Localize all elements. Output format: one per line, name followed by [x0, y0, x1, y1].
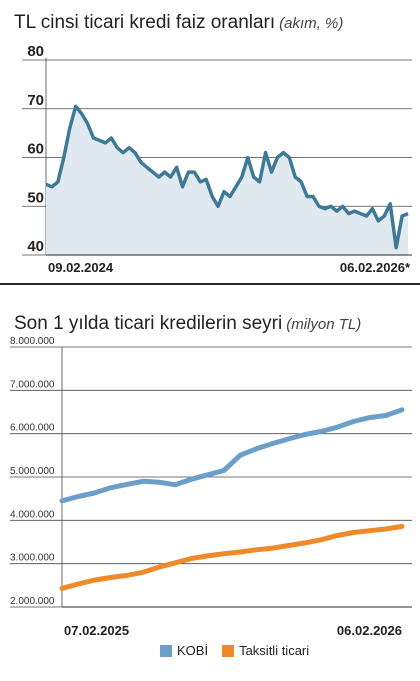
- y-tick-label: 6.000.000: [10, 423, 55, 434]
- y-tick-label: 7.000.000: [10, 379, 55, 390]
- y-tick-label: 40: [27, 238, 44, 255]
- chart2-legend: KOBİ Taksitli ticari: [160, 643, 323, 658]
- x-end-label: 06.02.2026*: [340, 260, 411, 275]
- y-tick-label: 4.000.000: [10, 509, 55, 520]
- x-start-label: 09.02.2024: [48, 260, 114, 275]
- legend-swatch-taksitli: [222, 644, 235, 657]
- y-tick-label: 8.000.000: [10, 336, 55, 347]
- legend-item-kobi: KOBİ: [160, 643, 208, 658]
- chart2-plot: 8.000.000 7.000.000 6.000.000 5.000.000 4.00…: [10, 336, 412, 638]
- x-start-label: 07.02.2025: [64, 623, 129, 638]
- legend-item-taksitli: Taksitli ticari: [222, 643, 309, 658]
- section-divider: [0, 283, 420, 285]
- rate-area: [46, 106, 408, 255]
- chart1-title: TL cinsi ticari kredi faiz oranları (akım…: [14, 12, 344, 33]
- legend-swatch-kobi: [160, 644, 172, 657]
- y-tick-label: 80: [27, 43, 44, 60]
- rate-line: [45, 104, 409, 250]
- kobi-line: [59, 407, 405, 504]
- chart2-title: Son 1 yılda ticari kredilerin seyri (mily…: [14, 313, 362, 334]
- x-end-label: 06.02.2026: [337, 623, 402, 638]
- y-tick-label: 5.000.000: [10, 466, 55, 477]
- taksitli-line: [59, 523, 405, 591]
- y-tick-label: 50: [27, 189, 44, 206]
- y-tick-label: 60: [27, 141, 44, 158]
- chart1-plot: 80 70 60 50 40 09.02.2024 06.02.2026*: [22, 43, 412, 275]
- y-tick-label: 2.000.000: [10, 596, 55, 607]
- y-tick-label: 70: [27, 92, 44, 109]
- y-tick-label: 3.000.000: [10, 553, 55, 564]
